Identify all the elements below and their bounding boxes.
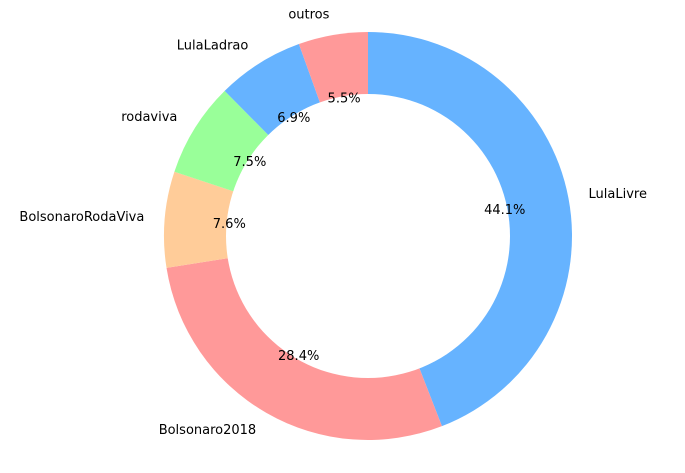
slice-label-bolsonarorodaviva: BolsonaroRodaViva (19, 210, 144, 225)
slice-label-lulalivre: LulaLivre (589, 187, 647, 202)
slice-pct-rodaviva: 7.5% (233, 155, 266, 170)
slice-pct-bolsonarorodaviva: 7.6% (213, 217, 246, 232)
slice-label-rodaviva: rodaviva (121, 110, 177, 125)
slice-label-lulaladrao: LulaLadrao (177, 39, 249, 54)
slice-pct-outros: 5.5% (328, 91, 361, 106)
slice-pct-lulalivre: 44.1% (484, 203, 525, 218)
slice-pct-bolsonaro2018: 28.4% (278, 349, 319, 364)
donut-hole (226, 94, 510, 378)
slice-label-bolsonaro2018: Bolsonaro2018 (159, 423, 257, 438)
slice-label-outros: outros (288, 7, 329, 22)
labels-group: LulaLivre 44.1% Bolsonaro2018 28.4% Bolsonar… (19, 7, 647, 438)
slice-pct-lulaladrao: 6.9% (277, 111, 310, 126)
